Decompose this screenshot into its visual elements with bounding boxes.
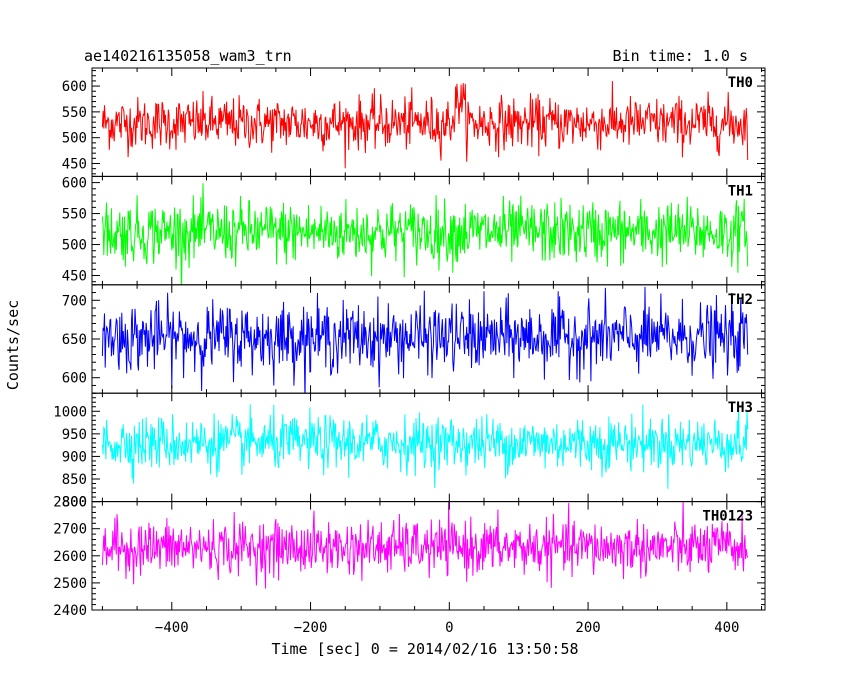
x-tick-label: 0	[445, 620, 453, 636]
y-tick-label: 600	[62, 371, 87, 387]
y-tick-label: 2600	[53, 549, 87, 565]
x-tick-label: 400	[714, 620, 739, 636]
series-line-th3	[101, 404, 749, 489]
series-line-th0	[101, 80, 749, 169]
panel-th2: 600 650 700 TH2	[62, 284, 766, 394]
series-line-th1	[101, 183, 749, 285]
series-line-th0123	[101, 501, 749, 589]
x-axis: −400 −200 0 200 400	[155, 620, 740, 636]
series-line-th2	[101, 286, 749, 394]
y-axis-title: Counts/sec	[4, 300, 22, 390]
y-tick-label: 500	[62, 131, 87, 147]
panel-th0: 450 500 550 600 TH0	[62, 67, 766, 177]
y-tick-label: 2800	[53, 495, 87, 511]
x-axis-title: Time [sec] 0 = 2014/02/16 13:50:58	[271, 640, 578, 658]
y-tick-label: 600	[62, 79, 87, 95]
y-tick-label: 950	[62, 427, 87, 443]
y-tick-label: 600	[62, 176, 87, 192]
y-tick-label: 2700	[53, 522, 87, 538]
chart-title: ae140216135058_wam3_trn	[84, 47, 292, 65]
panel-label: TH3	[728, 400, 753, 416]
panel-label: TH2	[728, 292, 753, 308]
x-tick-label: 200	[575, 620, 600, 636]
y-tick-label: 650	[62, 332, 87, 348]
panel-th3: 800 850 900 950 1000 TH3	[53, 392, 766, 511]
x-tick-label: −200	[294, 620, 328, 636]
y-tick-label: 2500	[53, 576, 87, 592]
panel-th0123: 2400 2500 2600 2700 2800 TH0123	[53, 495, 766, 619]
panel-label: TH1	[728, 183, 753, 199]
y-tick-label: 450	[62, 269, 87, 285]
y-tick-label: 1000	[53, 404, 87, 420]
panel-label: TH0123	[702, 509, 753, 525]
y-tick-label: 800	[62, 495, 87, 511]
y-tick-label: 850	[62, 472, 87, 488]
x-tick-label: −400	[155, 620, 189, 636]
panel-th1: 450 500 550 600 TH1	[62, 176, 766, 286]
y-tick-label: 900	[62, 449, 87, 465]
y-tick-label: 2400	[53, 603, 87, 619]
y-tick-label: 700	[62, 293, 87, 309]
panel-label: TH0	[728, 75, 753, 91]
y-tick-label: 450	[62, 156, 87, 172]
y-tick-label: 500	[62, 238, 87, 254]
bin-time-label: Bin time: 1.0 s	[613, 47, 748, 65]
y-tick-label: 550	[62, 207, 87, 223]
y-tick-label: 550	[62, 105, 87, 121]
panels-group: 450 500 550 600 TH0 450 500 550 600 TH1 600 650 700 T…	[53, 67, 766, 619]
